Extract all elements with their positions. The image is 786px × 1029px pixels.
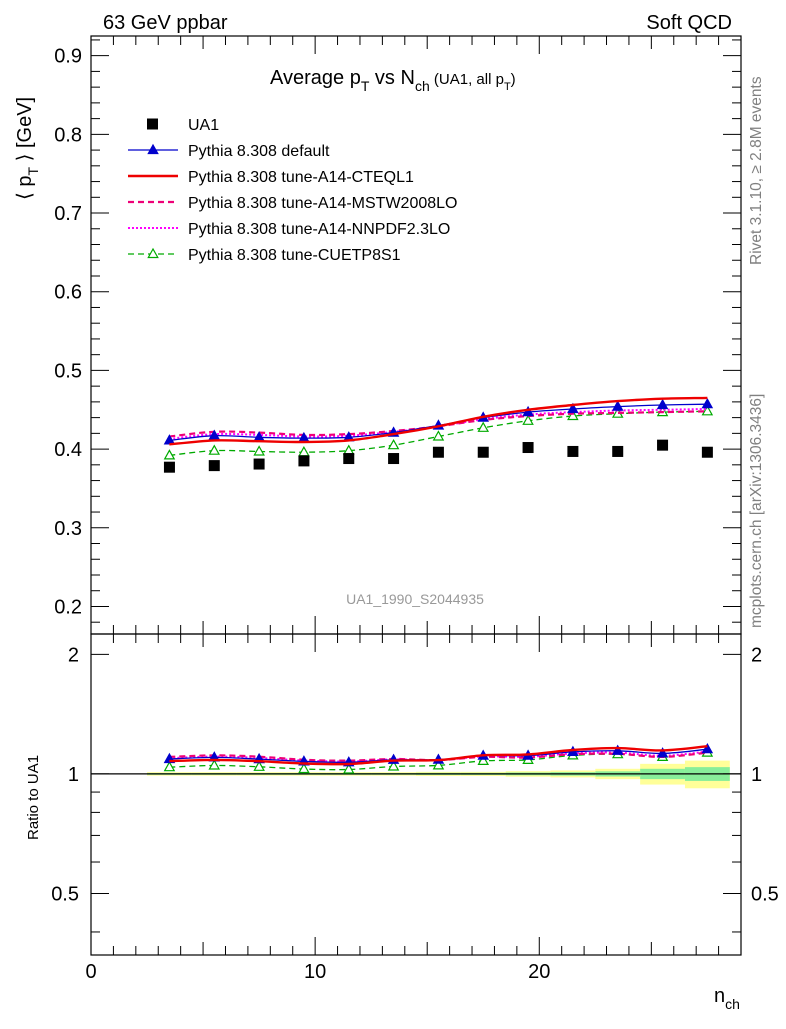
series-marker-cuetp8s1 [567, 409, 579, 421]
ratio-tick-label-left: 2 [68, 644, 79, 666]
series-marker-default [701, 397, 714, 409]
ratio-line-cteql1 [169, 745, 708, 766]
ratio-plot-frame [90, 633, 742, 956]
series-marker-cuetp8s1 [387, 438, 400, 450]
rivet-label: Rivet 3.1.10, ≥ 2.8M events [748, 76, 765, 265]
y-tick-label: 0.4 [54, 439, 82, 461]
ratio-tick-label-right: 0.5 [751, 883, 779, 905]
data-point [208, 460, 220, 472]
ratio-marker-cuetp8s1 [163, 760, 176, 772]
series-marker-default [208, 429, 221, 440]
ratio-marker-cuetp8s1 [253, 760, 265, 771]
legend-label: Pythia 8.308 default [188, 143, 330, 160]
ratio-marker-cuetp8s1 [477, 754, 490, 766]
ratio-marker-cuetp8s1 [208, 759, 221, 770]
series-marker-cuetp8s1 [163, 449, 176, 460]
legend-label: Pythia 8.308 tune-A14-CTEQL1 [188, 169, 414, 186]
series-marker-cuetp8s1 [298, 445, 310, 457]
y-tick-label: 0.7 [54, 203, 82, 225]
legend-marker-cuetp8s1 [147, 247, 159, 259]
data-points [163, 439, 713, 473]
ratio-marker-cuetp8s1 [432, 759, 445, 770]
ratio-tick-label-right: 2 [751, 644, 762, 666]
series-marker-cuetp8s1 [208, 444, 221, 455]
ratio-marker-default [611, 744, 624, 755]
ratio-uncertainty-bands [91, 760, 741, 789]
y-tick-label: 0.9 [54, 46, 82, 68]
mcplots-label: mcplots.cern.ch [arXiv:1306.3436] [748, 394, 765, 628]
data-point [567, 445, 579, 457]
series-marker-default [656, 398, 669, 410]
series-marker-cuetp8s1 [432, 430, 445, 441]
ratio-marker-cuetp8s1 [387, 760, 400, 771]
series-group [163, 396, 714, 774]
x-tick-label: 10 [304, 961, 326, 983]
data-point [477, 446, 489, 458]
ratio-tick-label-left: 1 [68, 764, 79, 786]
legend: UA1 Pythia 8.308 default Pythia 8.308 tune… [128, 117, 457, 264]
ratio-marker-cuetp8s1 [342, 763, 355, 774]
ratio-marker-default [656, 747, 669, 758]
legend-label: UA1 [188, 117, 219, 134]
legend-label: Pythia 8.308 tune-CUETP8S1 [188, 247, 401, 264]
y-tick-label: 0.8 [54, 124, 82, 146]
analysis-watermark: UA1_1990_S2044935 [346, 591, 484, 607]
axes-ticks: 0.20.30.40.50.60.70.80.90.5 0.51 12 20 10 20 [51, 36, 779, 983]
data-point [343, 453, 355, 465]
data-point [298, 455, 310, 467]
ratio-tick-label-right: 1 [751, 764, 762, 786]
ratio-y-axis-label: Ratio to UA1 [25, 755, 42, 840]
series-line-cteql1 [169, 396, 708, 446]
legend-marker-default [147, 143, 159, 155]
data-point [522, 442, 534, 454]
data-point [253, 458, 265, 470]
ratio-marker-cuetp8s1 [298, 762, 310, 774]
legend-label: Pythia 8.308 tune-A14-MSTW2008LO [188, 195, 457, 212]
legend-label: Pythia 8.308 tune-A14-NNPDF2.3LO [188, 221, 450, 238]
y-tick-label: 0.5 [54, 360, 82, 382]
data-point [163, 461, 175, 473]
y-tick-label: 0.2 [54, 596, 82, 618]
series-marker-cuetp8s1 [522, 414, 534, 425]
series-marker-cuetp8s1 [253, 445, 265, 456]
legend-marker-data [147, 118, 158, 130]
x-tick-label: 0 [85, 961, 96, 983]
chart-title: Average pT vs Nch (UA1, all pT) [270, 67, 516, 94]
series-marker-default [611, 400, 624, 411]
series-marker-default [522, 405, 534, 417]
x-axis-label: nch [714, 985, 740, 1012]
y-tick-label: 0.3 [54, 518, 82, 540]
series-marker-cuetp8s1 [701, 405, 714, 416]
header-left: 63 GeV ppbar [103, 12, 228, 34]
ratio-marker-default [701, 742, 714, 754]
y-tick-label: 0.6 [54, 282, 82, 304]
data-point [612, 445, 624, 457]
data-point [701, 446, 713, 458]
data-point [657, 439, 669, 451]
x-tick-label: 20 [528, 961, 550, 983]
data-point [432, 446, 444, 458]
y-axis-label: ⟨ pT ⟩ [GeV] [14, 97, 41, 200]
series-marker-default [567, 402, 579, 414]
data-point [388, 453, 400, 465]
ratio-tick-label-left: 0.5 [51, 883, 79, 905]
header-right: Soft QCD [646, 12, 732, 34]
series-marker-cuetp8s1 [477, 421, 490, 432]
